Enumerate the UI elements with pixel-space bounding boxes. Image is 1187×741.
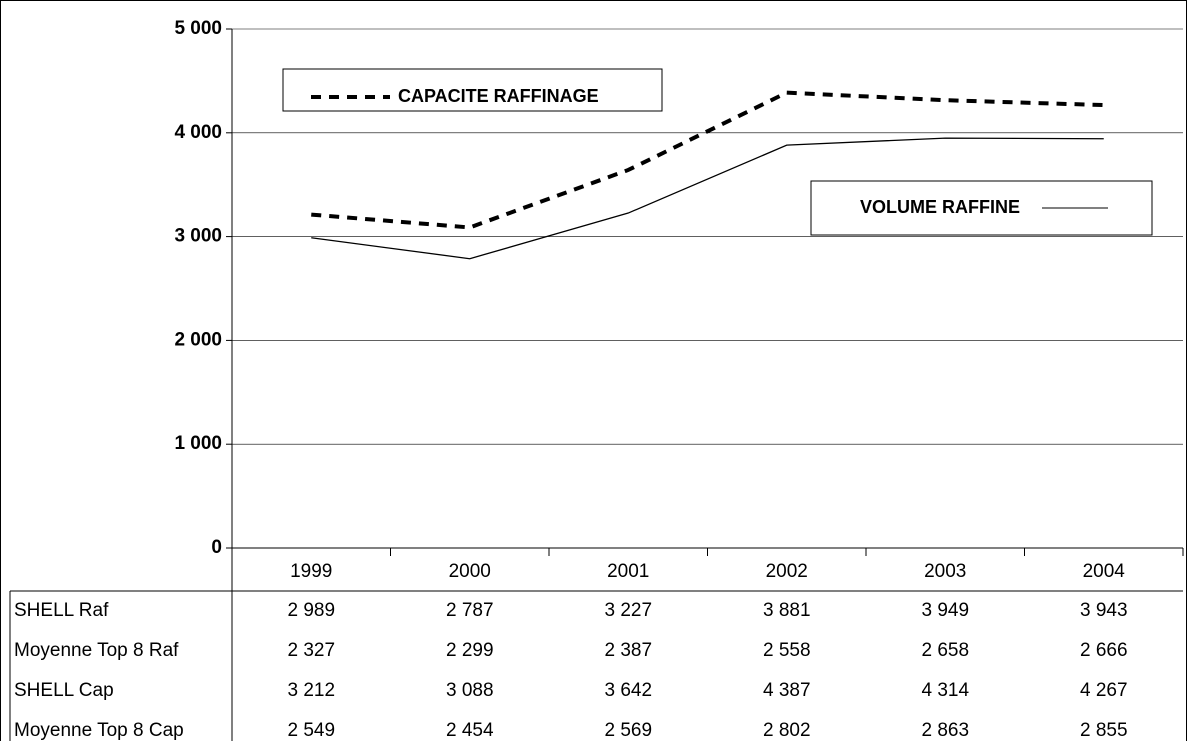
series-line <box>311 90 1104 230</box>
x-tick-label: 2003 <box>924 561 966 582</box>
annotation: CAPACITE RAFFINAGE <box>398 86 599 106</box>
table-cell: 3 642 <box>604 680 652 701</box>
table-row-label: Moyenne Top 8 Raf <box>14 640 179 661</box>
y-tick-label: 1 000 <box>174 433 222 454</box>
x-tick-label: 2001 <box>607 561 649 582</box>
table-cell: 2 558 <box>763 640 811 661</box>
table-cell: 3 212 <box>287 680 335 701</box>
table-row-label: Moyenne Top 8 Cap <box>14 720 184 741</box>
table-cell: 3 227 <box>604 600 652 621</box>
table-cell: 2 855 <box>1080 720 1128 741</box>
table-cell: 2 387 <box>604 640 652 661</box>
x-tick-label: 2002 <box>766 561 808 582</box>
table-cell: 4 267 <box>1080 680 1128 701</box>
table-cell: 2 989 <box>287 600 335 621</box>
table-cell: 3 881 <box>763 600 811 621</box>
annotation-box <box>282 68 663 112</box>
table-cell: 2 299 <box>446 640 494 661</box>
table-cell: 2 787 <box>446 600 494 621</box>
table-cell: 2 549 <box>287 720 335 741</box>
x-tick-label: 1999 <box>290 561 332 582</box>
series-line <box>311 137 1104 260</box>
annotation: VOLUME RAFFINE <box>860 197 1020 217</box>
table-cell: 2 327 <box>287 640 335 661</box>
y-tick-label: 2 000 <box>174 329 222 350</box>
table-cell: 3 949 <box>921 600 969 621</box>
table-cell: 4 314 <box>921 680 969 701</box>
x-tick-label: 2000 <box>449 561 491 582</box>
x-tick-label: 2004 <box>1083 561 1126 582</box>
table-cell: 2 666 <box>1080 640 1128 661</box>
table-cell: 2 454 <box>446 720 494 741</box>
table-cell: 4 387 <box>763 680 811 701</box>
table-cell: 2 863 <box>921 720 969 741</box>
table-cell: 3 088 <box>446 680 494 701</box>
y-tick-label: 5 000 <box>174 18 222 39</box>
table-cell: 2 569 <box>604 720 652 741</box>
y-tick-label: 3 000 <box>174 226 222 247</box>
table-cell: 2 658 <box>921 640 969 661</box>
y-tick-label: 4 000 <box>174 122 222 143</box>
table-cell: 2 802 <box>763 720 811 741</box>
y-tick-label: 0 <box>211 537 222 558</box>
table-row-label: SHELL Cap <box>14 680 114 701</box>
table-cell: 3 943 <box>1080 600 1128 621</box>
table-row-label: SHELL Raf <box>14 600 109 621</box>
